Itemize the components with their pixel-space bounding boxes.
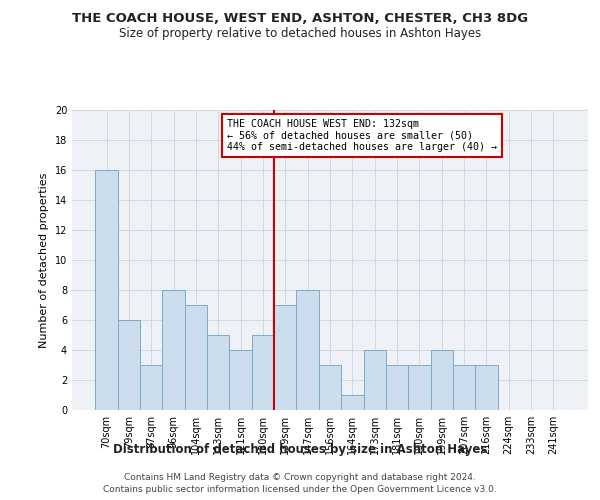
Bar — [274, 305, 296, 410]
Bar — [341, 395, 364, 410]
Text: THE COACH HOUSE, WEST END, ASHTON, CHESTER, CH3 8DG: THE COACH HOUSE, WEST END, ASHTON, CHEST… — [72, 12, 528, 26]
Bar — [453, 365, 475, 410]
Bar — [252, 335, 274, 410]
Bar — [207, 335, 229, 410]
Text: Contains public sector information licensed under the Open Government Licence v3: Contains public sector information licen… — [103, 485, 497, 494]
Bar — [386, 365, 408, 410]
Bar — [296, 290, 319, 410]
Bar — [95, 170, 118, 410]
Y-axis label: Number of detached properties: Number of detached properties — [39, 172, 49, 348]
Bar — [229, 350, 252, 410]
Bar — [118, 320, 140, 410]
Text: Distribution of detached houses by size in Ashton Hayes: Distribution of detached houses by size … — [113, 442, 487, 456]
Bar — [408, 365, 431, 410]
Bar — [140, 365, 163, 410]
Bar — [319, 365, 341, 410]
Text: Contains HM Land Registry data © Crown copyright and database right 2024.: Contains HM Land Registry data © Crown c… — [124, 472, 476, 482]
Bar — [475, 365, 497, 410]
Text: THE COACH HOUSE WEST END: 132sqm
← 56% of detached houses are smaller (50)
44% o: THE COACH HOUSE WEST END: 132sqm ← 56% o… — [227, 119, 497, 152]
Bar — [431, 350, 453, 410]
Bar — [364, 350, 386, 410]
Text: Size of property relative to detached houses in Ashton Hayes: Size of property relative to detached ho… — [119, 28, 481, 40]
Bar — [163, 290, 185, 410]
Bar — [185, 305, 207, 410]
